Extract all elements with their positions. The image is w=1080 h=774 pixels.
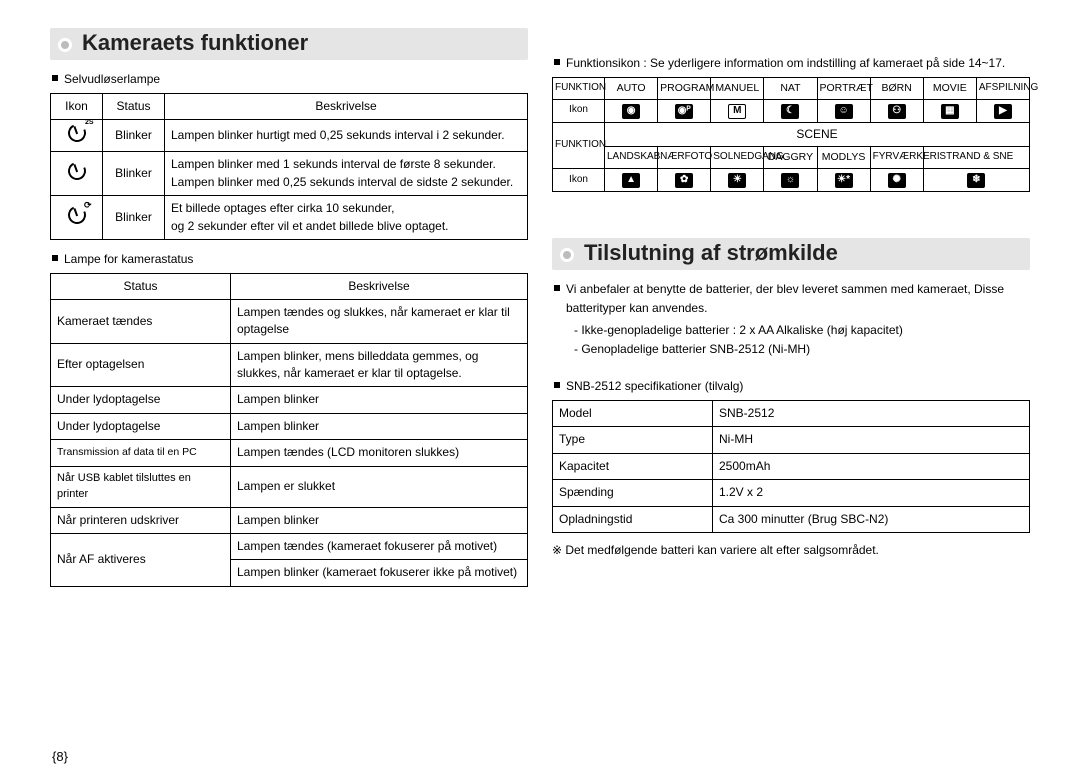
- table-row: Transmission af data til en PCLampen tæn…: [51, 440, 528, 466]
- cell-desc: Et billede optages efter cirka 10 sekund…: [165, 196, 528, 240]
- backlight-icon: ☀*: [835, 173, 853, 188]
- table-row: Blinker Lampen blinker med 1 sekunds int…: [51, 152, 528, 196]
- table-header-row: Ikon Status Beskrivelse: [51, 93, 528, 119]
- func-row-icons-1: Ikon ◉ ◉ᴾ M ☾ ☺ ⚇ ▦ ▶: [553, 99, 1030, 122]
- th-ikon: Ikon: [51, 93, 103, 119]
- table-row: Kameraet tændesLampen tændes og slukkes,…: [51, 299, 528, 343]
- section-status-label: Lampe for kamerastatus: [52, 250, 528, 269]
- spec-label: SNB-2512 specifikationer (tilvalg): [554, 377, 1030, 396]
- table-row: OpladningstidCa 300 minutter (Brug SBC-N…: [553, 506, 1030, 532]
- spec-table: ModelSNB-2512 TypeNi-MH Kapacitet2500mAh…: [552, 400, 1030, 533]
- fireworks-icon: ✺: [888, 173, 906, 188]
- th-status: Status: [51, 273, 231, 299]
- table-row: Når printeren udskriverLampen blinker: [51, 507, 528, 533]
- timer-2s-icon: 2S: [68, 124, 86, 142]
- scene-header: SCENE: [605, 122, 1030, 146]
- th-beskrivelse: Beskrivelse: [231, 273, 528, 299]
- bullet-icon: [554, 59, 560, 65]
- table-row: TypeNi-MH: [553, 427, 1030, 453]
- bullet-icon: [52, 255, 58, 261]
- timer-icon: [68, 162, 86, 180]
- section-label: Lampe for kamerastatus: [64, 250, 193, 269]
- bullet-icon: [554, 382, 560, 388]
- section-selftimer-label: Selvudløserlampe: [52, 70, 528, 89]
- battery-line1: - Ikke-genopladelige batterier : 2 x AA …: [574, 321, 1030, 340]
- battery-line2: - Genopladelige batterier SNB-2512 (Ni-M…: [574, 340, 1030, 359]
- heading-bullet-icon: [58, 38, 72, 52]
- table-row: 2S Blinker Lampen blinker hurtigt med 0,…: [51, 119, 528, 151]
- intro-text: Funktionsikon : Se yderligere informatio…: [566, 54, 1005, 73]
- page-number: {8}: [52, 749, 68, 764]
- movie-icon: ▦: [941, 104, 959, 119]
- bullet-icon: [554, 285, 560, 291]
- function-icon-intro: Funktionsikon : Se yderligere informatio…: [554, 54, 1030, 73]
- selftimer-table: Ikon Status Beskrivelse 2S Blinker Lampe…: [50, 93, 528, 240]
- table-row: Når USB kablet tilsluttes en printerLamp…: [51, 466, 528, 507]
- th-beskrivelse: Beskrivelse: [165, 93, 528, 119]
- snow-icon: ❄: [967, 173, 985, 188]
- table-row: Spænding1.2V x 2: [553, 480, 1030, 506]
- heading-functions: Kameraets funktioner: [50, 28, 528, 60]
- timer-double-icon: ⟳: [68, 206, 86, 224]
- status-table: Status Beskrivelse Kameraet tændesLampen…: [50, 273, 528, 587]
- table-row: ModelSNB-2512: [553, 401, 1030, 427]
- children-icon: ⚇: [888, 104, 906, 119]
- landscape-icon: ▲: [622, 173, 640, 188]
- cell-status: Blinker: [103, 152, 165, 196]
- table-header-row: Status Beskrivelse: [51, 273, 528, 299]
- manual-icon: M: [728, 104, 746, 119]
- playback-icon: ▶: [994, 104, 1012, 119]
- cell-desc: Lampen blinker med 1 sekunds interval de…: [165, 152, 528, 196]
- heading-text: Kameraets funktioner: [82, 30, 308, 56]
- night-icon: ☾: [781, 104, 799, 119]
- battery-intro-text: Vi anbefaler at benytte de batterier, de…: [566, 280, 1030, 317]
- func-row-3: LANDSKABNÆRFOTOSOLNEDGANGDAGGRYMODLYSFYR…: [553, 146, 1030, 168]
- auto-icon: ◉: [622, 104, 640, 119]
- table-row: ⟳ Blinker Et billede optages efter cirka…: [51, 196, 528, 240]
- table-row: Kapacitet2500mAh: [553, 453, 1030, 479]
- function-icon-table: FUNKTION AUTOPROGRAMMANUELNATPORTRÆTBØRN…: [552, 77, 1030, 192]
- scene-header-row: FUNKTION SCENE: [553, 122, 1030, 146]
- footnote: ※ Det medfølgende batteri kan variere al…: [552, 543, 1030, 557]
- bullet-icon: [52, 75, 58, 81]
- table-row: Efter optagelsenLampen blinker, mens bil…: [51, 343, 528, 387]
- th-status: Status: [103, 93, 165, 119]
- dawn-icon: ☼: [781, 173, 799, 188]
- table-row: Når AF aktiveresLampen tændes (kameraet …: [51, 533, 528, 559]
- program-icon: ◉ᴾ: [675, 104, 693, 119]
- spec-label-text: SNB-2512 specifikationer (tilvalg): [566, 377, 743, 396]
- heading-power: Tilslutning af strømkilde: [552, 238, 1030, 270]
- heading-bullet-icon: [560, 248, 574, 262]
- table-row: Under lydoptagelseLampen blinker: [51, 413, 528, 439]
- cell-status: Blinker: [103, 119, 165, 151]
- table-row: Under lydoptagelseLampen blinker: [51, 387, 528, 413]
- closeup-icon: ✿: [675, 173, 693, 188]
- portrait-icon: ☺: [835, 104, 853, 119]
- battery-intro: Vi anbefaler at benytte de batterier, de…: [554, 280, 1030, 317]
- func-row-icons-2: Ikon ▲ ✿ ☀ ☼ ☀* ✺ ❄: [553, 169, 1030, 192]
- cell-status: Blinker: [103, 196, 165, 240]
- section-label: Selvudløserlampe: [64, 70, 160, 89]
- func-row-1: FUNKTION AUTOPROGRAMMANUELNATPORTRÆTBØRN…: [553, 77, 1030, 99]
- cell-desc: Lampen blinker hurtigt med 0,25 sekunds …: [165, 119, 528, 151]
- sunset-icon: ☀: [728, 173, 746, 188]
- heading-text: Tilslutning af strømkilde: [584, 240, 838, 266]
